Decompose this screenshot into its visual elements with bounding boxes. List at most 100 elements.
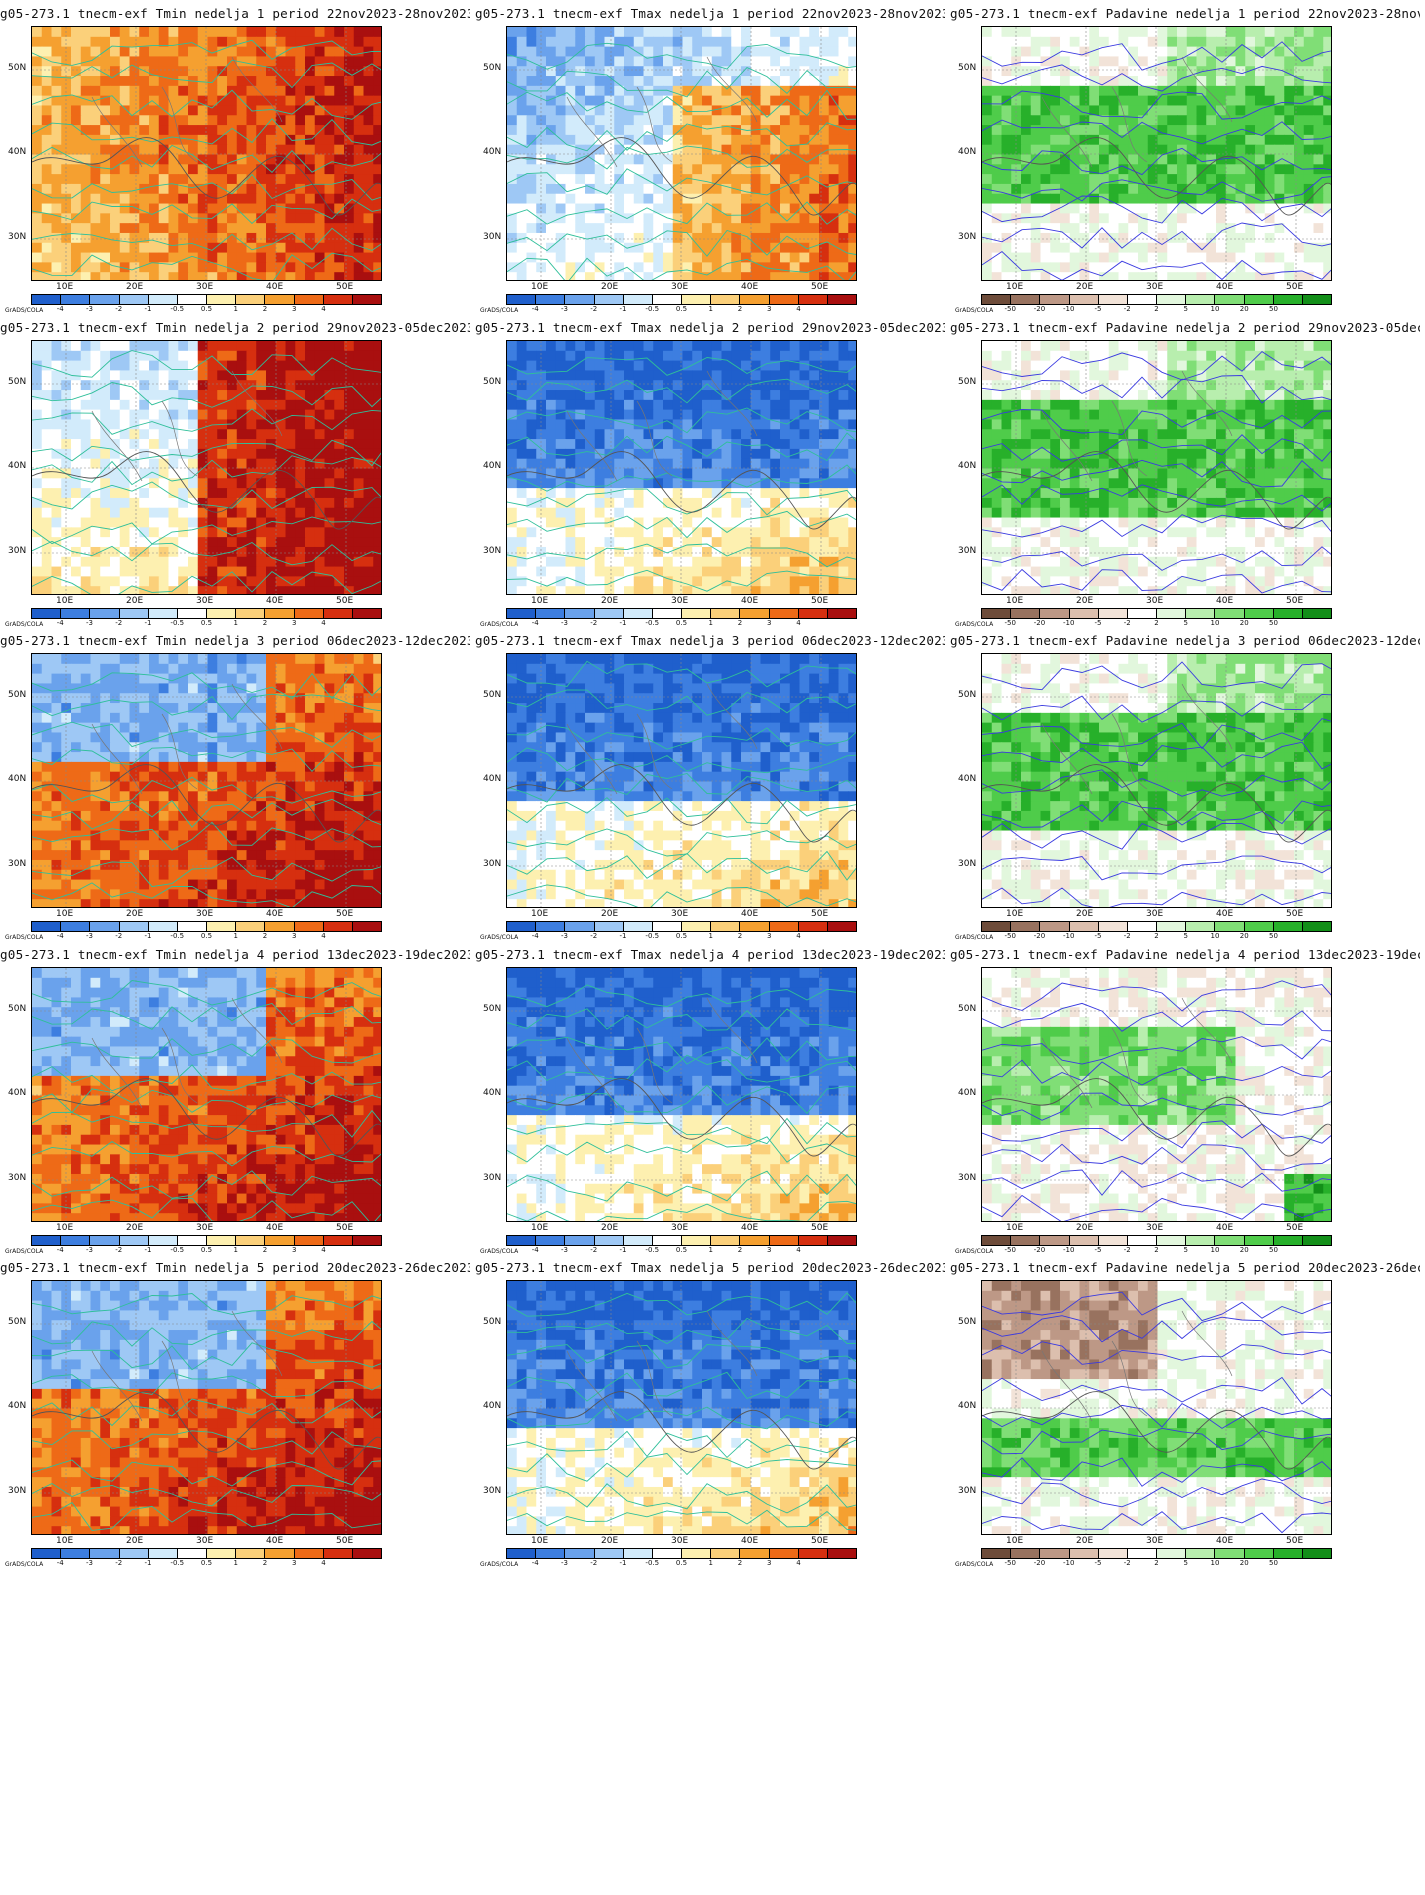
- field-cell: [188, 105, 199, 116]
- field-cell: [526, 399, 537, 410]
- field-cell: [1303, 115, 1315, 126]
- field-cell: [314, 536, 326, 548]
- field-cell: [129, 546, 140, 557]
- field-cell: [643, 46, 654, 58]
- field-cell: [585, 36, 596, 48]
- field-cell: [1216, 340, 1227, 352]
- field-cell: [624, 56, 635, 67]
- field-cell: [1099, 223, 1110, 234]
- field-cell: [305, 66, 316, 77]
- colorbar-label: -0.5: [170, 305, 185, 313]
- field-cell: [71, 27, 82, 38]
- field-cell: [585, 272, 596, 280]
- field-cell: [305, 419, 316, 430]
- field-cell: [672, 448, 684, 459]
- field-cell: [516, 115, 528, 126]
- field-cell: [129, 95, 140, 107]
- field-cell: [158, 507, 170, 518]
- field-cell: [1323, 183, 1331, 195]
- colorbar-label: 2: [1154, 305, 1159, 313]
- field-cell: [236, 497, 248, 508]
- colorbar-label: -2: [590, 618, 598, 627]
- field-cell: [604, 468, 615, 479]
- field-cell: [110, 272, 121, 280]
- field-cell: [373, 95, 381, 107]
- field-cell: [100, 95, 111, 107]
- field-cell: [373, 223, 381, 234]
- field-cell: [1050, 36, 1061, 48]
- field-cell: [1313, 232, 1324, 244]
- field-cell: [819, 370, 830, 381]
- field-cell: [1030, 56, 1042, 67]
- field-cell: [353, 76, 365, 87]
- field-cell: [285, 487, 296, 499]
- field-cell: [139, 76, 150, 87]
- field-cell: [1108, 193, 1120, 205]
- field-cell: [61, 517, 72, 528]
- field-cell: [555, 125, 567, 136]
- field-cell: [188, 183, 199, 195]
- field-cell: [516, 458, 528, 469]
- field-cell: [1264, 340, 1276, 352]
- field-cell: [982, 125, 993, 136]
- field-cell: [819, 232, 830, 244]
- field-cell: [295, 438, 306, 450]
- field-cell: [526, 125, 537, 136]
- colorbar-swatch: [119, 608, 149, 618]
- field-cell: [721, 252, 732, 263]
- field-cell: [653, 76, 664, 87]
- field-cell: [643, 223, 654, 234]
- field-cell: [838, 223, 849, 234]
- field-cell: [682, 458, 693, 469]
- field-cell: [516, 360, 528, 371]
- field-cell: [1245, 203, 1256, 214]
- field-cell: [653, 438, 664, 450]
- field-cell: [1147, 134, 1159, 146]
- field-cell: [780, 125, 791, 136]
- field-cell: [100, 556, 111, 567]
- colorbar-swatch: [323, 608, 353, 618]
- field-cell: [246, 409, 257, 420]
- colorbar-label: 0.5: [200, 618, 213, 627]
- field-cell: [227, 409, 238, 420]
- field-cell: [207, 66, 218, 77]
- field-cell: [1274, 46, 1285, 58]
- field-cell: [1079, 203, 1090, 214]
- field-cell: [1294, 27, 1305, 38]
- field-cell: [61, 389, 72, 401]
- field-cell: [110, 575, 121, 587]
- field-cell: [702, 428, 713, 440]
- field-cell: [1264, 95, 1276, 107]
- field-cell: [819, 272, 830, 280]
- field-cell: [61, 105, 72, 116]
- field-cell: [663, 350, 674, 361]
- field-cell: [236, 458, 248, 469]
- field-cell: [633, 183, 645, 195]
- field-cell: [1157, 95, 1168, 107]
- field-cell: [110, 566, 121, 577]
- field-cell: [168, 419, 179, 430]
- field-cell: [828, 174, 840, 185]
- field-cell: [750, 487, 762, 499]
- field-cell: [1089, 95, 1100, 107]
- field-cell: [188, 556, 199, 567]
- field-cell: [178, 428, 189, 440]
- field-cell: [188, 272, 199, 280]
- field-cell: [789, 232, 801, 244]
- field-cell: [809, 340, 820, 352]
- field-cell: [90, 389, 101, 401]
- field-cell: [80, 262, 92, 273]
- field-cell: [1099, 252, 1110, 263]
- field-cell: [158, 66, 170, 77]
- field-cell: [110, 95, 121, 107]
- field-cell: [71, 526, 82, 538]
- field-cell: [1167, 223, 1178, 234]
- field-cell: [1108, 252, 1120, 263]
- field-cell: [207, 144, 218, 156]
- field-cell: [546, 95, 557, 107]
- field-cell: [1021, 115, 1032, 126]
- field-cell: [324, 164, 335, 175]
- field-cell: [158, 487, 170, 499]
- field-cell: [363, 458, 374, 469]
- field-cell: [848, 154, 856, 165]
